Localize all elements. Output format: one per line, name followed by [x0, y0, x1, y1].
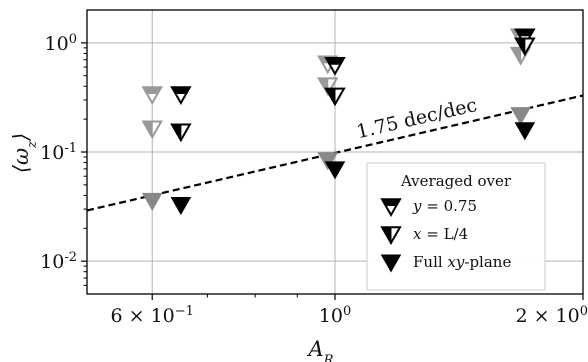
- marker-shape: [324, 161, 346, 180]
- x-tick-label: 100: [319, 304, 351, 328]
- marker-fill: [510, 47, 522, 66]
- data-point-y: [170, 86, 192, 106]
- data-point-x: [514, 37, 536, 57]
- data-point-x: [141, 120, 163, 140]
- data-point-y: [514, 28, 536, 48]
- legend: Averaged over y = 0.75 x = L/4 Full xy-pla…: [366, 162, 546, 291]
- data-point-full: [141, 192, 163, 211]
- ticks: [81, 42, 584, 300]
- data-point-full: [324, 161, 346, 180]
- marker-fill: [171, 123, 182, 143]
- x-tick-label: 2 × 100: [515, 304, 588, 328]
- data-point-x: [317, 77, 339, 97]
- x-axis-label: AR: [307, 337, 334, 362]
- data-point-full: [317, 152, 339, 171]
- data-point-full: [170, 197, 192, 216]
- marker-shape: [317, 152, 339, 171]
- marker-fill: [171, 86, 191, 95]
- x-tick-labels: 6 × 10−1 100 2 × 100: [111, 304, 588, 328]
- data-point-y: [141, 86, 163, 106]
- data-points: [141, 28, 536, 216]
- data-point-full: [510, 107, 531, 126]
- legend-label-y: y = 0.75: [412, 197, 477, 215]
- marker-fill: [381, 226, 392, 245]
- y-tick-label: 10-1: [40, 141, 77, 165]
- marker-shape: [170, 197, 192, 216]
- data-point-y: [324, 57, 346, 76]
- legend-marker-x: [380, 226, 402, 246]
- legend-label-x: x = L/4: [413, 225, 468, 243]
- legend-label-full: Full xy-plane: [413, 253, 511, 271]
- marker-fill: [142, 121, 153, 140]
- marker-fill: [514, 38, 526, 57]
- data-point-x: [324, 87, 346, 107]
- marker-fill: [325, 88, 336, 107]
- y-tick-labels: 10-2 10-1 100: [40, 31, 77, 273]
- marker-fill: [142, 86, 163, 95]
- legend-marker-y: [380, 198, 402, 218]
- marker-shape: [141, 192, 163, 211]
- reference-line-label: 1.75 dec/dec: [354, 94, 479, 143]
- y-tick-label: 10-2: [40, 250, 77, 274]
- marker-fill: [381, 198, 401, 207]
- marker-shape: [510, 107, 531, 126]
- data-point-x: [170, 123, 192, 143]
- marker-fill: [514, 28, 535, 37]
- y-axis-label: ⟨ωz⟩: [9, 133, 40, 173]
- marker-fill: [317, 77, 329, 97]
- legend-marker-full: [380, 254, 402, 273]
- marker-fill: [325, 57, 345, 65]
- data-point-full: [514, 122, 536, 141]
- y-tick-label: 100: [45, 31, 77, 55]
- marker-shape: [380, 254, 402, 273]
- legend-title: Averaged over: [400, 172, 512, 190]
- marker-shape: [514, 122, 536, 141]
- x-tick-label: 6 × 10−1: [111, 304, 194, 328]
